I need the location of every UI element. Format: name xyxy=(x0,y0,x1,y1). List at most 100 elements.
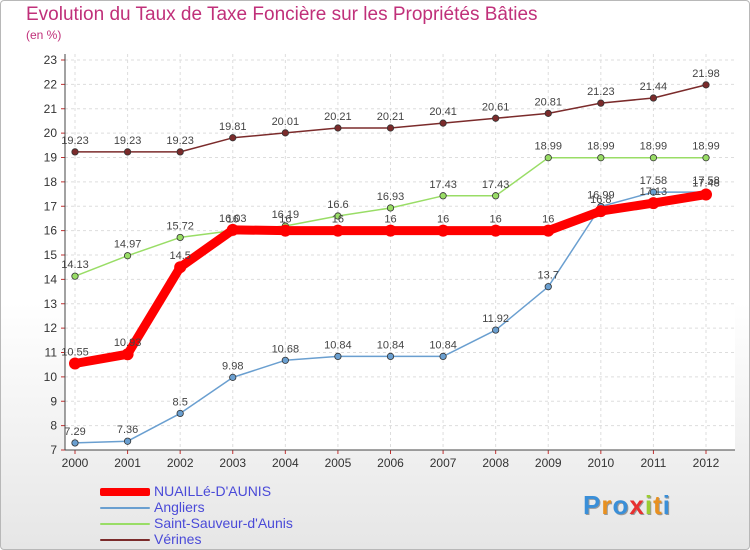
legend-label: Angliers xyxy=(154,499,205,515)
data-label: 16 xyxy=(437,214,449,226)
data-label: 16.93 xyxy=(377,191,405,203)
data-point xyxy=(544,109,552,117)
data-point xyxy=(69,357,81,370)
logo-letter: o xyxy=(612,490,630,520)
data-point xyxy=(334,124,342,132)
data-point xyxy=(594,205,607,218)
data-point xyxy=(386,204,395,212)
data-point xyxy=(437,224,450,237)
data-point xyxy=(226,223,239,236)
data-label: 17.58 xyxy=(640,175,668,187)
data-point xyxy=(123,437,132,445)
data-label: 16.8 xyxy=(590,194,611,206)
data-label: 15.72 xyxy=(166,220,194,232)
data-label: 17.48 xyxy=(692,178,720,190)
data-label: 20.81 xyxy=(534,96,562,108)
data-point xyxy=(229,134,237,142)
data-label: 8.5 xyxy=(173,396,188,408)
x-tick-label: 2004 xyxy=(272,456,299,470)
data-point xyxy=(647,197,660,210)
data-label: 16 xyxy=(490,214,502,226)
data-point xyxy=(121,348,134,361)
data-label: 10.55 xyxy=(61,346,89,358)
data-point xyxy=(439,352,447,360)
data-point xyxy=(597,154,605,162)
x-tick-label: 2005 xyxy=(325,456,352,470)
data-label: 10.93 xyxy=(114,337,142,349)
data-label: 20.21 xyxy=(377,111,405,123)
legend-swatch xyxy=(100,488,150,496)
data-point xyxy=(492,192,500,200)
x-tick-label: 2007 xyxy=(430,456,457,470)
data-point xyxy=(331,224,344,237)
data-label: 16.99 xyxy=(587,189,615,201)
proxiti-logo: Proxiti xyxy=(583,490,671,521)
y-tick-label: 22 xyxy=(44,77,58,91)
y-tick-label: 17 xyxy=(44,199,58,213)
data-label: 18.99 xyxy=(534,141,562,153)
data-label: 16.6 xyxy=(327,199,348,211)
data-label: 17.13 xyxy=(640,186,668,198)
data-label: 14.13 xyxy=(61,259,89,271)
logo-letter: t xyxy=(653,490,663,520)
y-tick-label: 8 xyxy=(50,419,57,433)
legend-swatch xyxy=(100,523,150,525)
y-tick-label: 16 xyxy=(44,224,58,238)
x-tick-label: 2002 xyxy=(167,456,194,470)
data-label: 10.84 xyxy=(429,339,457,351)
legend-label: NUAILLé-D'AUNIS xyxy=(154,483,272,499)
data-label: 18.99 xyxy=(640,141,668,153)
data-point xyxy=(176,409,184,418)
data-point xyxy=(71,272,79,280)
data-label: 18.99 xyxy=(587,141,615,153)
data-point xyxy=(544,283,552,291)
x-tick-label: 2012 xyxy=(693,456,720,470)
data-point xyxy=(542,224,555,237)
data-point xyxy=(229,373,237,381)
data-point xyxy=(702,81,710,89)
y-tick-label: 11 xyxy=(45,346,58,360)
legend-swatch xyxy=(100,507,150,509)
data-point xyxy=(123,148,132,156)
data-point xyxy=(176,148,184,156)
x-tick-label: 2011 xyxy=(641,456,667,470)
y-tick-label: 13 xyxy=(44,297,58,311)
data-label: 21.44 xyxy=(640,81,668,93)
data-label: 18.99 xyxy=(692,141,720,153)
y-tick-label: 18 xyxy=(44,175,58,189)
data-label: 16 xyxy=(332,214,344,226)
data-label: 21.98 xyxy=(692,68,720,80)
data-label: 16.19 xyxy=(272,209,300,221)
logo-letter: x xyxy=(629,490,645,520)
legend-swatch xyxy=(100,539,150,541)
data-point xyxy=(489,224,502,237)
data-label: 14.97 xyxy=(114,239,142,251)
chart-subtitle: (en %) xyxy=(26,28,62,42)
data-point xyxy=(386,124,395,132)
data-label: 16 xyxy=(227,214,239,226)
data-label: 10.84 xyxy=(324,339,352,351)
data-label: 20.01 xyxy=(272,116,300,128)
y-tick-label: 7 xyxy=(50,443,57,457)
data-label: 19.81 xyxy=(219,121,247,133)
x-tick-label: 2000 xyxy=(62,456,89,470)
data-point xyxy=(176,233,184,242)
data-label: 9.98 xyxy=(222,360,243,372)
data-point xyxy=(334,212,342,220)
logo-letter: i xyxy=(644,490,654,520)
data-label: 10.68 xyxy=(272,343,300,355)
x-tick-label: 2006 xyxy=(377,456,404,470)
y-tick-label: 9 xyxy=(50,394,57,408)
data-point xyxy=(544,154,552,162)
data-point xyxy=(439,192,447,200)
logo-letter: P xyxy=(583,490,602,520)
data-point xyxy=(384,224,397,237)
data-point xyxy=(492,326,500,334)
x-tick-label: 2001 xyxy=(114,456,141,470)
plot-area xyxy=(65,54,735,450)
logo-letter: i xyxy=(662,490,671,520)
data-point xyxy=(123,252,132,260)
data-label: 20.41 xyxy=(429,106,457,118)
data-label: 13.7 xyxy=(538,270,559,282)
